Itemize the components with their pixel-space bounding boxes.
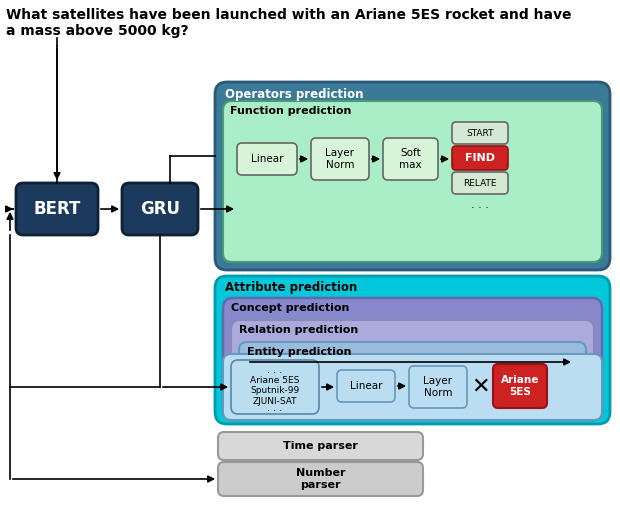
Text: a mass above 5000 kg?: a mass above 5000 kg? xyxy=(6,24,188,38)
Text: Relation prediction: Relation prediction xyxy=(239,325,358,335)
Text: RELATE: RELATE xyxy=(463,179,497,187)
Text: FIND: FIND xyxy=(465,153,495,163)
FancyBboxPatch shape xyxy=(311,138,369,180)
Text: . . .: . . . xyxy=(267,403,283,413)
Text: Ariane
5ES: Ariane 5ES xyxy=(501,375,539,397)
FancyBboxPatch shape xyxy=(452,122,508,144)
Text: . . .: . . . xyxy=(267,365,283,375)
Text: Linear: Linear xyxy=(250,154,283,164)
Text: ✕: ✕ xyxy=(472,377,490,397)
FancyBboxPatch shape xyxy=(231,360,319,414)
FancyBboxPatch shape xyxy=(223,354,602,420)
FancyBboxPatch shape xyxy=(215,276,610,424)
Text: Number
parser: Number parser xyxy=(296,468,345,490)
Text: Layer
Norm: Layer Norm xyxy=(423,376,453,398)
Text: Attribute prediction: Attribute prediction xyxy=(225,281,357,294)
Text: Linear: Linear xyxy=(350,381,383,391)
FancyBboxPatch shape xyxy=(337,370,395,402)
FancyBboxPatch shape xyxy=(122,183,198,235)
FancyBboxPatch shape xyxy=(239,342,586,412)
FancyBboxPatch shape xyxy=(16,183,98,235)
Text: Soft
max: Soft max xyxy=(399,148,422,170)
FancyBboxPatch shape xyxy=(218,432,423,460)
Text: Concept prediction: Concept prediction xyxy=(231,303,350,313)
Text: Function prediction: Function prediction xyxy=(230,106,352,116)
FancyBboxPatch shape xyxy=(231,320,594,416)
FancyBboxPatch shape xyxy=(383,138,438,180)
FancyBboxPatch shape xyxy=(223,101,602,262)
FancyBboxPatch shape xyxy=(493,364,547,408)
Text: Layer
Norm: Layer Norm xyxy=(326,148,355,170)
Text: Operators prediction: Operators prediction xyxy=(225,88,363,101)
FancyBboxPatch shape xyxy=(223,298,602,420)
Text: What satellites have been launched with an Ariane 5ES rocket and have: What satellites have been launched with … xyxy=(6,8,572,22)
Text: Ariane 5ES
Sputnik-99
ZJUNI-SAT: Ariane 5ES Sputnik-99 ZJUNI-SAT xyxy=(250,376,299,406)
FancyBboxPatch shape xyxy=(218,462,423,496)
Text: Time parser: Time parser xyxy=(283,441,358,451)
FancyBboxPatch shape xyxy=(409,366,467,408)
Text: Entity prediction: Entity prediction xyxy=(247,347,352,357)
FancyBboxPatch shape xyxy=(452,146,508,170)
Text: . . .: . . . xyxy=(471,200,489,210)
Text: BERT: BERT xyxy=(33,200,81,218)
FancyBboxPatch shape xyxy=(452,172,508,194)
Text: GRU: GRU xyxy=(140,200,180,218)
FancyBboxPatch shape xyxy=(215,82,610,270)
FancyBboxPatch shape xyxy=(237,143,297,175)
Text: START: START xyxy=(466,129,494,138)
